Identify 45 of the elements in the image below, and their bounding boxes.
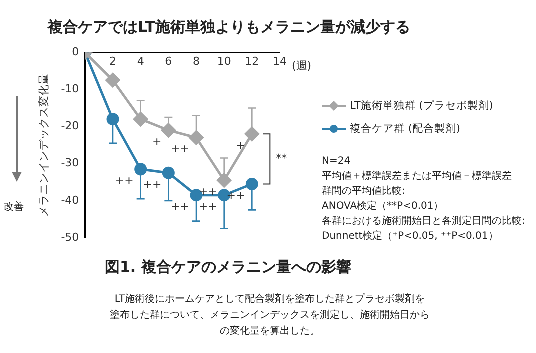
x-tick-label: 6 bbox=[165, 55, 172, 68]
annotation: ++ bbox=[115, 174, 134, 188]
text: 平均値＋標準誤差または平均値－標準誤差 bbox=[322, 170, 513, 184]
annotation: ++ bbox=[171, 200, 190, 214]
x-tick-label: 2 bbox=[110, 55, 116, 68]
y-tick-label: -30 bbox=[61, 156, 80, 170]
text: ANOVA検定（**P<0.01） bbox=[322, 200, 445, 214]
y-tick-label: -50 bbox=[61, 230, 80, 244]
annotation: ** bbox=[276, 152, 288, 166]
chart-title: 複合ケアではLT施術単独よりもメラニン量が減少する bbox=[48, 18, 410, 37]
text: LT施術後にホームケアとして配合製剤を塗布した群とプラセボ製剤を塗布した群について、メラニンインデックスを測定し、施術開始日からの変化量を算出した。 bbox=[110, 292, 430, 339]
point bbox=[106, 113, 120, 126]
annotation: + bbox=[152, 135, 162, 148]
point bbox=[217, 173, 232, 188]
text: 改善 bbox=[4, 200, 24, 214]
x-tick-label: 12 bbox=[245, 55, 260, 68]
legend-label: LT施術単独群 (プラセボ製剤) bbox=[350, 98, 494, 112]
text: 各群における施術開始日と各測定日間の比較: bbox=[322, 214, 526, 229]
y-tick-label: 0 bbox=[72, 45, 80, 58]
point bbox=[134, 112, 148, 127]
point bbox=[161, 123, 176, 138]
text: N=24 bbox=[322, 155, 352, 169]
legend-label: 複合ケア群 (配合製剤) bbox=[350, 122, 461, 136]
y-tick-label: -20 bbox=[61, 120, 80, 133]
text: 図1. 複合ケアのメラニン量への影響 bbox=[105, 258, 352, 277]
x-tick-label: 14 bbox=[273, 55, 287, 68]
x-axis-title: (週) bbox=[292, 59, 312, 72]
point bbox=[134, 163, 148, 176]
annotation: + bbox=[236, 139, 246, 152]
y-axis-title: メラニンインデックス変化量 bbox=[37, 74, 50, 217]
point bbox=[246, 178, 258, 190]
text: Dunnett検定（⁺P<0.05, ⁺⁺P<0.01） bbox=[322, 230, 500, 244]
text: 群間の平均値比較: bbox=[322, 184, 406, 199]
annotation: ++ bbox=[198, 200, 218, 214]
annotation: ++ bbox=[143, 178, 162, 191]
point bbox=[162, 166, 175, 180]
x-tick-label: 8 bbox=[193, 55, 200, 68]
y-tick-label: -40 bbox=[61, 194, 80, 207]
point bbox=[244, 126, 260, 142]
point bbox=[189, 130, 204, 146]
point bbox=[106, 73, 120, 88]
y-tick-label: -10 bbox=[61, 82, 80, 96]
x-tick-label: 4 bbox=[137, 55, 144, 68]
annotation: ++ bbox=[171, 142, 190, 156]
x-tick-label: 10 bbox=[217, 55, 232, 68]
